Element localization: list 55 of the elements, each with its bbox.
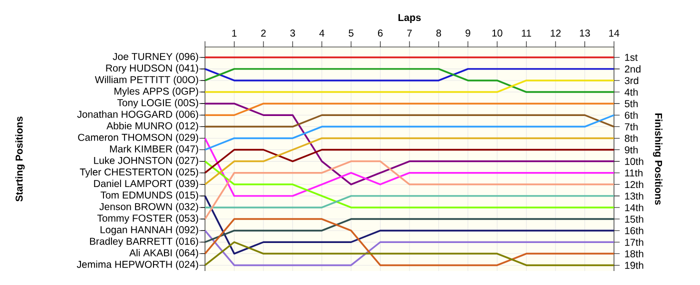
series-label: Cameron THOMSON (029): [78, 134, 198, 143]
series-label: Bradley BARRETT (016): [90, 237, 198, 247]
y-tick-label: 2nd: [624, 65, 640, 73]
y-tick-label: 1st: [625, 54, 638, 61]
x-tick-label: 11: [522, 30, 532, 37]
x-tick-label: 10: [492, 30, 502, 37]
series-label: Myles APPS (0GP): [114, 87, 198, 97]
series-label: Daniel LAMPORT (039): [94, 180, 198, 190]
x-axis-title: Laps: [398, 14, 421, 24]
y-tick-label: 12th: [625, 180, 644, 188]
y-tick-label: 14th: [625, 204, 644, 212]
y-tick-label: 19th: [625, 262, 644, 269]
series-label: Tommy FOSTER (053): [97, 214, 198, 224]
y-tick-label: 17th: [625, 238, 644, 246]
x-tick-label: 12: [550, 30, 561, 37]
y-axis-title: Finishing Positions: [653, 114, 662, 205]
series-label: Jenson BROWN (032): [99, 202, 198, 212]
x-tick-label: 3: [290, 30, 295, 37]
x-tick-label: 7: [407, 30, 412, 37]
series-label: Tony LOGIE (00S): [117, 98, 198, 108]
x-tick-label: 8: [436, 30, 442, 37]
x-tick-label: 13: [580, 30, 590, 37]
series-label: Abbie MUNRO (012): [106, 122, 198, 132]
x-tick-label: 1: [232, 30, 237, 37]
x-tick-label: 9: [466, 30, 470, 37]
x-tick-label: 5: [348, 30, 354, 37]
x-tick-label: 14: [609, 30, 620, 37]
series-label: Jonathan HOGGARD (006): [77, 110, 198, 120]
series-label: Jemima HEPWORTH (024): [76, 260, 198, 270]
series-label: Tyler CHESTERTON (025): [80, 168, 198, 178]
y-tick-label: 3rd: [624, 76, 638, 84]
series-label: Luke JOHNSTON (027): [94, 156, 198, 166]
x-tick-label: 4: [319, 30, 324, 37]
series-label: Ali AKABI (064): [129, 249, 198, 258]
y-tick-label: 10th: [625, 158, 644, 165]
y-tick-label: 18th: [625, 250, 644, 258]
y-tick-label: 5th: [624, 100, 638, 108]
y-tick-label: 7th: [624, 123, 638, 130]
series-label: Rory HUDSON (041): [106, 64, 198, 74]
text: Starting Positions: [15, 116, 25, 202]
series-label: Mark KIMBER (047): [110, 145, 198, 154]
y-tick-label: 16th: [625, 226, 644, 234]
x-tick-label: 2: [261, 30, 266, 37]
series-label: Logan HANNAH (092): [100, 226, 198, 236]
y-tick-label: 6th: [624, 111, 638, 119]
x-tick-label: 6: [378, 30, 383, 37]
y-tick-label: 15th: [625, 215, 644, 223]
y-tick-label: 8th: [624, 134, 638, 142]
series-label: Joe TURNEY (096): [112, 52, 198, 62]
series-label: Tom EDMUNDS (015): [100, 191, 198, 201]
y-tick-label: 9th: [624, 146, 638, 154]
y-tick-label: 4th: [624, 88, 638, 96]
y-tick-label: 13th: [625, 192, 644, 200]
series-label: William PETTITT (00O): [94, 76, 198, 86]
y-tick-label: 11th: [625, 169, 642, 177]
